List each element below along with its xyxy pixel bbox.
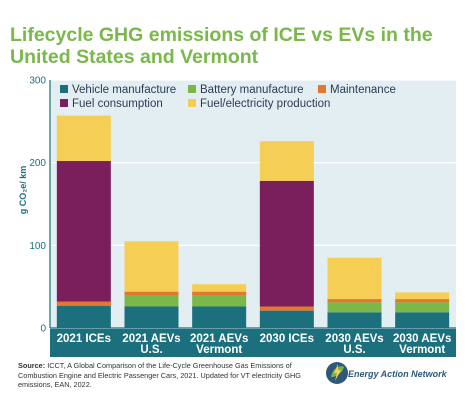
energy-action-network-logo	[326, 362, 348, 384]
legend-swatch	[60, 85, 68, 93]
source-label: Source:	[18, 361, 46, 370]
legend-swatch	[188, 99, 196, 107]
legend-item-label: Fuel/electricity production	[200, 98, 330, 110]
bar-segment	[56, 301, 111, 306]
bar-segment	[192, 284, 247, 292]
logo-bolt-icon	[334, 364, 341, 381]
y-tick-label: 100	[29, 241, 46, 252]
gridlines	[50, 79, 456, 246]
bar-segment	[259, 310, 314, 328]
bar-segment	[327, 257, 382, 300]
plot-background	[50, 80, 456, 340]
x-category-label: U.S.	[343, 344, 365, 356]
logo-text: Energy Action Network	[348, 369, 447, 379]
bar-segment	[56, 115, 111, 162]
bar-segment	[327, 299, 382, 303]
bar-segment	[192, 306, 247, 328]
x-category-label: Vermont	[399, 344, 445, 356]
x-category-label: 2021 AEVs	[122, 333, 180, 345]
x-category-label: 2030 ICEs	[260, 333, 314, 345]
legend: Vehicle manufacture Battery manufacture Ma…	[60, 84, 396, 110]
bars	[56, 115, 450, 328]
bar-segment	[259, 306, 314, 311]
bar-segment	[259, 180, 314, 307]
legend-swatch	[318, 85, 326, 93]
bar-segment	[327, 312, 382, 328]
x-category-label: U.S.	[140, 344, 162, 356]
bar-segment	[192, 291, 247, 296]
bar-segment	[124, 241, 179, 292]
bar-segment	[395, 292, 450, 300]
bar-segment	[395, 312, 450, 328]
legend-item-label: Battery manufacture	[200, 84, 304, 96]
bar-segment	[56, 161, 111, 302]
bar-segment	[124, 306, 179, 328]
y-axis-label: g CO₂e/ km	[18, 166, 28, 215]
x-category-label: 2021 AEVs	[190, 333, 248, 345]
source-text: ICCT, A Global Comparison of the Life-Cy…	[18, 361, 301, 390]
y-tick-label: 0	[40, 324, 46, 335]
y-tick-label: 200	[29, 158, 46, 169]
bar-segment	[124, 295, 179, 307]
bar-segment	[259, 141, 314, 181]
x-category-label: Vermont	[196, 344, 242, 356]
legend-swatch	[60, 99, 68, 107]
bar-segment	[124, 291, 179, 296]
y-axis: 0 100 200 300	[29, 76, 456, 335]
legend-item-label: Vehicle manufacture	[72, 84, 176, 96]
legend-item-label: Maintenance	[330, 84, 396, 96]
legend-item-label: Fuel consumption	[72, 98, 163, 110]
chart-title: Lifecycle GHG emissions of ICE vs EVs in…	[10, 24, 433, 68]
source-note: Source: ICCT, A Global Comparison of the…	[18, 361, 318, 390]
bar-segment	[327, 302, 382, 313]
legend-swatch	[188, 85, 196, 93]
x-category-label: 2021 ICEs	[57, 333, 111, 345]
y-tick-label: 300	[29, 76, 46, 87]
x-category-label: 2030 AEVs	[393, 333, 451, 345]
category-band	[50, 329, 456, 357]
bar-segment	[192, 295, 247, 307]
x-category-label: 2030 AEVs	[325, 333, 383, 345]
bar-segment	[395, 299, 450, 303]
bar-segment	[56, 305, 111, 328]
bar-segment	[395, 302, 450, 313]
